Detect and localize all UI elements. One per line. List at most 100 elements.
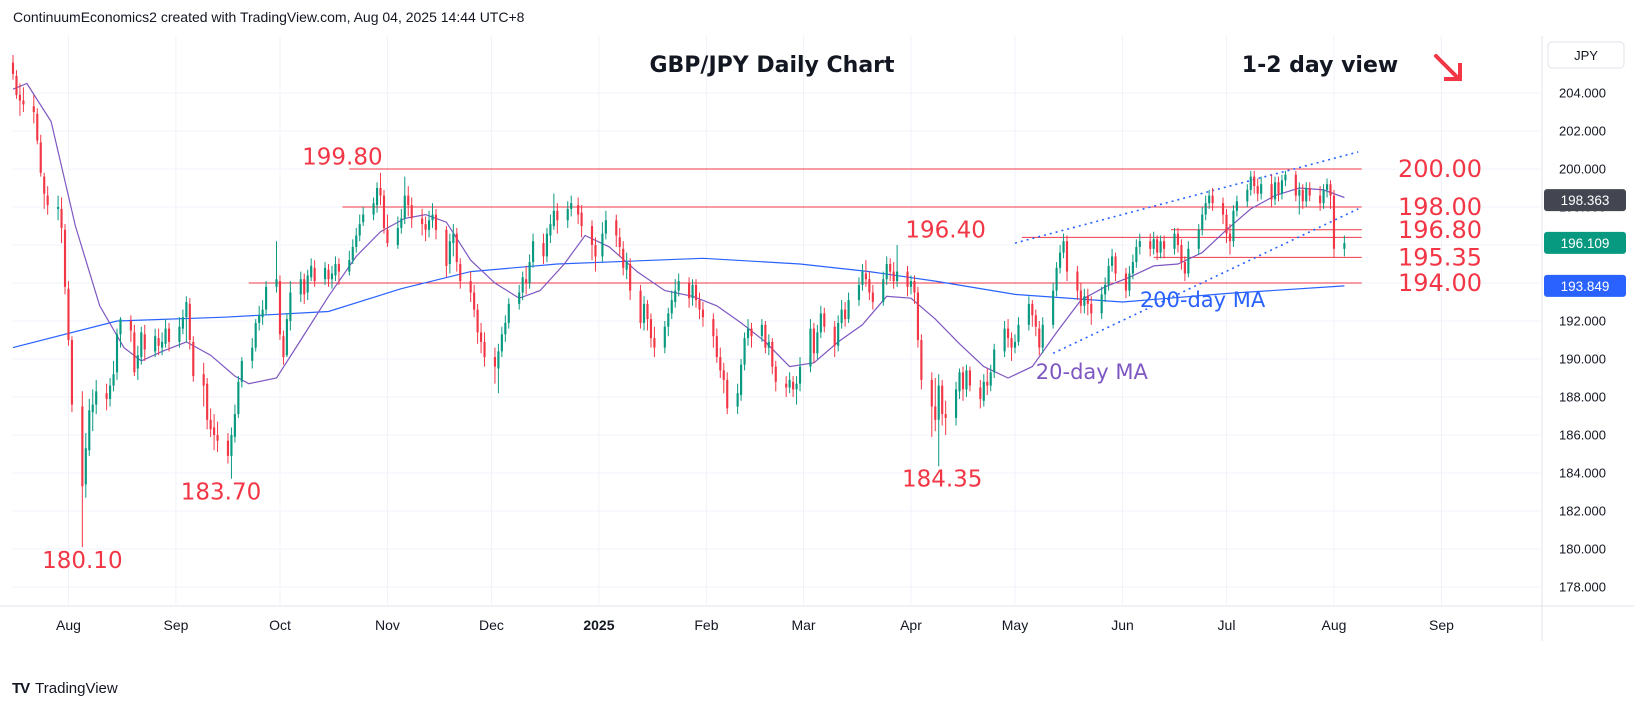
- candle-body: [1038, 328, 1041, 348]
- candle-body: [105, 393, 108, 399]
- candle-body: [1086, 296, 1089, 304]
- candle-body: [362, 214, 365, 223]
- candle-body: [1301, 189, 1304, 202]
- x-tick-label: Nov: [375, 617, 400, 633]
- candle-body: [1065, 241, 1069, 272]
- candle-body: [771, 341, 774, 367]
- candle-body: [22, 100, 25, 105]
- candle-body: [323, 267, 327, 280]
- currency-text: JPY: [1574, 48, 1598, 63]
- candle-body: [629, 264, 632, 291]
- candle-body: [1201, 214, 1204, 230]
- candle-body: [164, 328, 167, 344]
- candle-body: [868, 279, 871, 293]
- candle-body: [119, 319, 122, 335]
- level-label: 200.00: [1398, 155, 1482, 183]
- candle-body: [81, 406, 84, 487]
- candle-body: [46, 195, 49, 206]
- candle-body: [67, 288, 70, 340]
- candle-body: [937, 385, 940, 420]
- candle-body: [226, 440, 230, 456]
- ma20-line: [12, 82, 1345, 385]
- candle-body: [1284, 174, 1287, 181]
- candle-body: [1180, 245, 1183, 263]
- candle-body: [157, 338, 160, 346]
- candle-body: [618, 237, 621, 247]
- candle-body: [941, 385, 944, 415]
- candle-body: [306, 275, 309, 293]
- candle-body: [688, 283, 691, 299]
- candle-body: [63, 229, 67, 287]
- candle-body: [795, 383, 798, 390]
- candle-body: [213, 427, 216, 435]
- candle-body: [750, 328, 753, 337]
- candle-body: [774, 366, 777, 382]
- candle-body: [913, 281, 916, 293]
- candle-body: [625, 262, 628, 270]
- candle-body: [1246, 189, 1249, 202]
- candle-body: [646, 303, 649, 320]
- candle-body: [233, 414, 236, 437]
- candle-body: [483, 341, 486, 358]
- candle-body: [1332, 195, 1336, 249]
- candle-body: [760, 324, 763, 337]
- candle-body: [473, 292, 476, 310]
- candle-body: [251, 347, 254, 361]
- candle-body: [185, 302, 188, 318]
- candle-body: [1183, 262, 1186, 274]
- candle-body: [1090, 303, 1093, 314]
- candle-body: [719, 357, 722, 371]
- candle-body: [1208, 195, 1211, 204]
- candle-body: [1107, 265, 1110, 285]
- down-arrow-icon: [1434, 54, 1462, 81]
- candle-body: [812, 328, 815, 354]
- x-tick-label: Oct: [269, 617, 291, 633]
- candle-body: [1114, 256, 1117, 274]
- candle-body: [1156, 239, 1159, 253]
- y-tick-label: 182.000: [1559, 504, 1606, 519]
- candle-body: [282, 336, 285, 358]
- candle-body: [434, 214, 438, 230]
- candle-body: [240, 360, 243, 382]
- candle-body: [1221, 203, 1225, 215]
- candle-body: [375, 188, 379, 206]
- x-tick-label: Aug: [56, 617, 81, 633]
- candle-body: [1173, 233, 1176, 249]
- price-badge: 196.109: [1544, 231, 1626, 254]
- candle-body: [518, 292, 521, 304]
- candle-body: [445, 229, 448, 266]
- candle-body: [885, 264, 888, 280]
- currency-label: JPY: [1547, 41, 1625, 69]
- candle-body: [892, 271, 895, 282]
- candle-body: [798, 366, 802, 384]
- x-tick-label: Feb: [694, 617, 718, 633]
- x-tick-label: Jun: [1111, 617, 1134, 633]
- tradingview-logo[interactable]: TV TradingView: [12, 680, 118, 697]
- candle-body: [500, 334, 503, 352]
- candle-body: [261, 309, 264, 318]
- candle-body: [43, 176, 46, 194]
- candle-body: [379, 188, 382, 196]
- candle-body: [989, 372, 992, 386]
- candle-body: [161, 341, 164, 348]
- candle-body: [1079, 290, 1082, 306]
- level-label: 196.80: [1398, 216, 1482, 244]
- candle-body: [954, 389, 958, 418]
- candle-body: [60, 208, 63, 228]
- candle-body: [1159, 241, 1162, 253]
- candle-body: [552, 210, 555, 226]
- candle-body: [178, 326, 181, 342]
- candle-body: [639, 290, 642, 323]
- candle-body: [448, 241, 451, 264]
- candle-body: [1006, 328, 1010, 339]
- candle-body: [1111, 256, 1114, 266]
- candle-body: [792, 381, 795, 390]
- annotation-label: 183.70: [181, 480, 261, 506]
- candle-body: [1187, 248, 1190, 274]
- candle-body: [275, 279, 278, 287]
- candle-body: [1104, 284, 1107, 295]
- candle-body: [743, 338, 746, 365]
- candle-body: [192, 341, 195, 377]
- chart-title: GBP/JPY Daily Chart: [649, 53, 895, 78]
